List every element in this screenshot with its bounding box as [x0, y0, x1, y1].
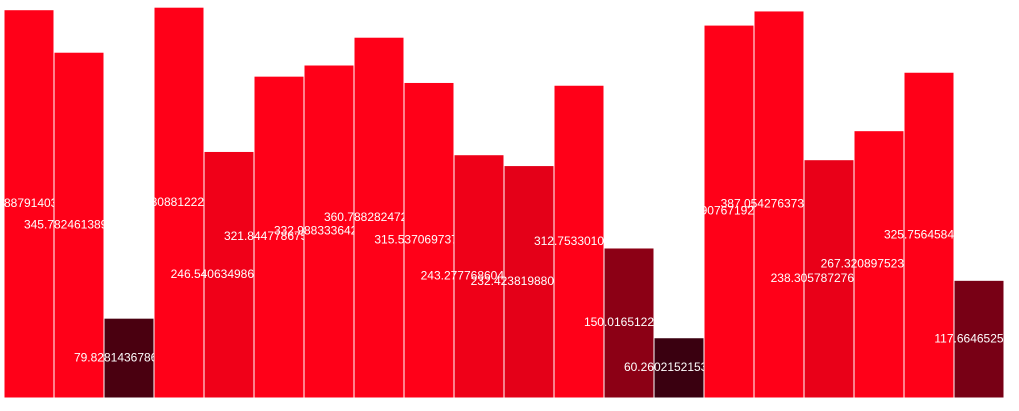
bar	[653, 337, 705, 399]
value-label: 325.7564584723	[884, 227, 974, 241]
value-label: 117.6646525043	[934, 331, 1019, 345]
bar	[953, 279, 1005, 399]
bar	[753, 10, 805, 399]
bar	[453, 154, 505, 399]
bar	[403, 81, 455, 399]
value-label: 345.7824613890357	[24, 217, 134, 231]
bar	[803, 159, 855, 399]
bar	[253, 75, 305, 399]
bar	[603, 247, 655, 399]
bar	[3, 9, 55, 399]
value-label: 150.0165122563	[584, 315, 674, 329]
bar	[903, 71, 955, 399]
bar	[153, 6, 205, 399]
bar	[553, 84, 605, 399]
bar	[703, 24, 755, 399]
bar	[353, 36, 405, 399]
bar	[503, 165, 555, 399]
value-label: 312.7533010201	[534, 234, 624, 248]
bar	[53, 51, 105, 399]
bar	[203, 150, 255, 399]
